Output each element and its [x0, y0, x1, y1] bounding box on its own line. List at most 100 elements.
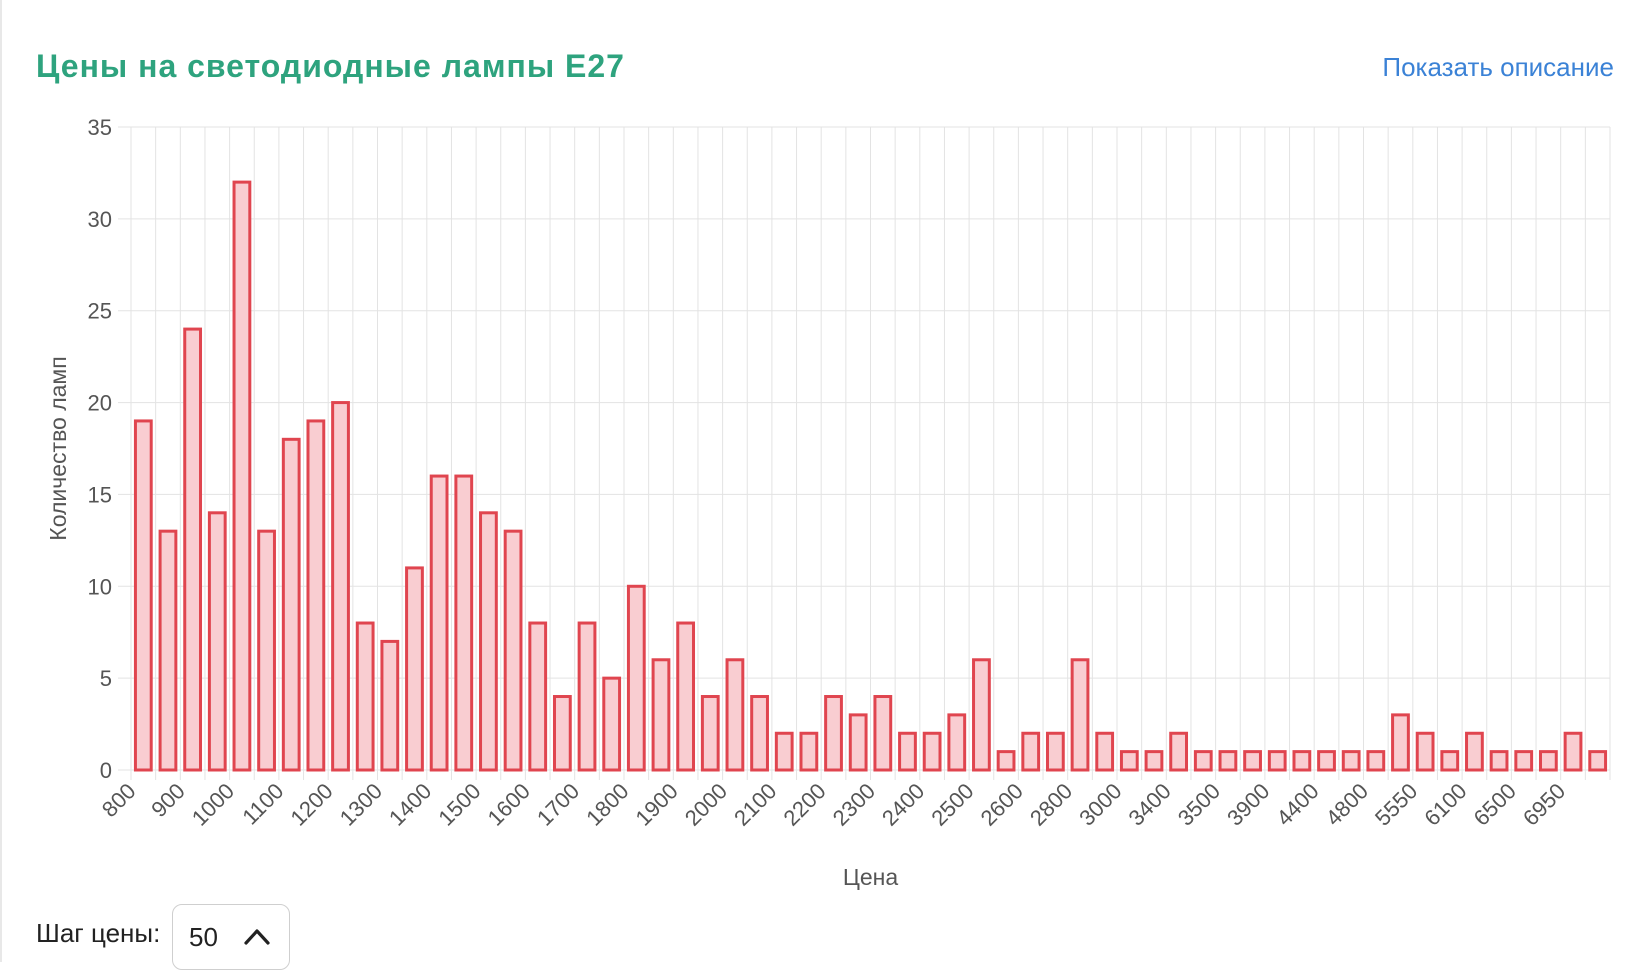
bar	[1391, 713, 1410, 772]
bar	[1243, 750, 1262, 772]
bar	[922, 731, 942, 772]
x-tick-label: 1100	[237, 778, 288, 829]
bar	[1415, 731, 1435, 772]
panel-edge	[0, 0, 2, 962]
x-tick-label: 1500	[433, 778, 485, 830]
bar	[848, 713, 868, 772]
bar	[1193, 750, 1213, 772]
bar	[799, 731, 819, 772]
bar	[1144, 750, 1164, 772]
bar	[1119, 750, 1139, 772]
chart-title: Цены на светодиодные лампы E27	[36, 48, 625, 84]
x-tick-label: 900	[146, 778, 190, 822]
x-tick-label: 1900	[631, 778, 683, 830]
price-step-select[interactable]: 50	[172, 904, 290, 970]
x-tick-label: 2200	[778, 778, 830, 830]
bar	[651, 658, 671, 772]
x-tick-label: 2000	[680, 778, 732, 830]
x-axis-title: Цена	[843, 864, 899, 890]
x-tick-label: 5550	[1370, 778, 1422, 830]
price-step-label: Шаг цены:	[36, 918, 161, 948]
show-description-link[interactable]: Показать описание	[1382, 52, 1614, 82]
x-tick-label: 800	[97, 778, 141, 822]
bar	[676, 621, 696, 772]
bar	[1317, 750, 1336, 772]
bar	[1514, 750, 1534, 772]
y-tick-label: 10	[88, 574, 112, 599]
x-tick-label: 3900	[1222, 778, 1274, 830]
bar	[700, 695, 720, 772]
x-tick-label: 1700	[532, 778, 584, 830]
x-tick-label: 2300	[828, 778, 880, 830]
y-tick-label: 0	[100, 758, 112, 783]
bar	[750, 695, 769, 772]
bar	[331, 401, 350, 772]
bar	[898, 731, 917, 772]
bar	[429, 474, 449, 772]
price-step-value: 50	[189, 921, 218, 952]
bar	[355, 621, 375, 772]
x-tick-label: 3400	[1124, 778, 1176, 830]
x-tick-label: 3500	[1173, 778, 1225, 830]
x-tick-label: 4400	[1271, 778, 1323, 830]
x-tick-label: 6950	[1518, 778, 1570, 830]
bar	[183, 327, 203, 772]
bar	[1465, 731, 1484, 772]
bar	[257, 529, 276, 772]
bar	[133, 419, 153, 772]
bar	[774, 731, 794, 772]
y-tick-label: 20	[88, 391, 112, 416]
x-tick-label: 2500	[926, 778, 978, 830]
bar	[232, 180, 252, 772]
bar	[1440, 750, 1460, 772]
x-tick-label: 2400	[877, 778, 929, 830]
bar	[528, 621, 548, 772]
bar	[1045, 731, 1065, 772]
x-tick-label: 3000	[1074, 778, 1126, 830]
bar	[1218, 750, 1238, 772]
bar	[1292, 750, 1312, 772]
bar	[873, 695, 893, 772]
x-tick-label: 4800	[1321, 778, 1373, 830]
bar	[996, 750, 1016, 772]
bar	[454, 474, 474, 772]
bar	[1095, 731, 1115, 772]
bar	[1489, 750, 1509, 772]
x-tick-label: 1600	[483, 778, 535, 830]
bar	[972, 658, 991, 772]
chevron-up-icon	[244, 929, 270, 945]
bar	[1169, 731, 1189, 772]
y-tick-label: 15	[88, 482, 112, 507]
bar	[1563, 731, 1583, 772]
y-tick-label: 30	[88, 207, 112, 232]
y-tick-label: 25	[88, 299, 112, 324]
bar	[725, 658, 745, 772]
bar	[281, 437, 301, 772]
bar	[552, 695, 572, 772]
bar	[1538, 750, 1558, 772]
bar	[824, 695, 843, 772]
bar	[1070, 658, 1090, 772]
x-tick-label: 1800	[581, 778, 633, 830]
bar	[602, 676, 622, 772]
x-tick-label: 6500	[1469, 778, 1521, 830]
x-tick-label: 1200	[285, 778, 337, 830]
y-tick-label: 35	[88, 115, 112, 140]
bar	[947, 713, 967, 772]
x-tick-label: 2100	[729, 778, 781, 830]
bar	[503, 529, 523, 772]
bar	[1267, 750, 1287, 772]
bar	[380, 639, 400, 772]
bar	[1366, 750, 1386, 772]
x-tick-label: 2800	[1025, 778, 1077, 830]
x-tick-label: 2600	[976, 778, 1028, 830]
bar	[577, 621, 597, 772]
bar	[158, 529, 178, 772]
x-tick-label: 1000	[187, 778, 239, 830]
bar	[479, 511, 498, 772]
x-tick-label: 1300	[335, 778, 387, 830]
bar	[1588, 750, 1608, 772]
bar	[1021, 731, 1041, 772]
y-axis-title: Количество ламп	[45, 356, 71, 540]
bar	[626, 584, 646, 772]
